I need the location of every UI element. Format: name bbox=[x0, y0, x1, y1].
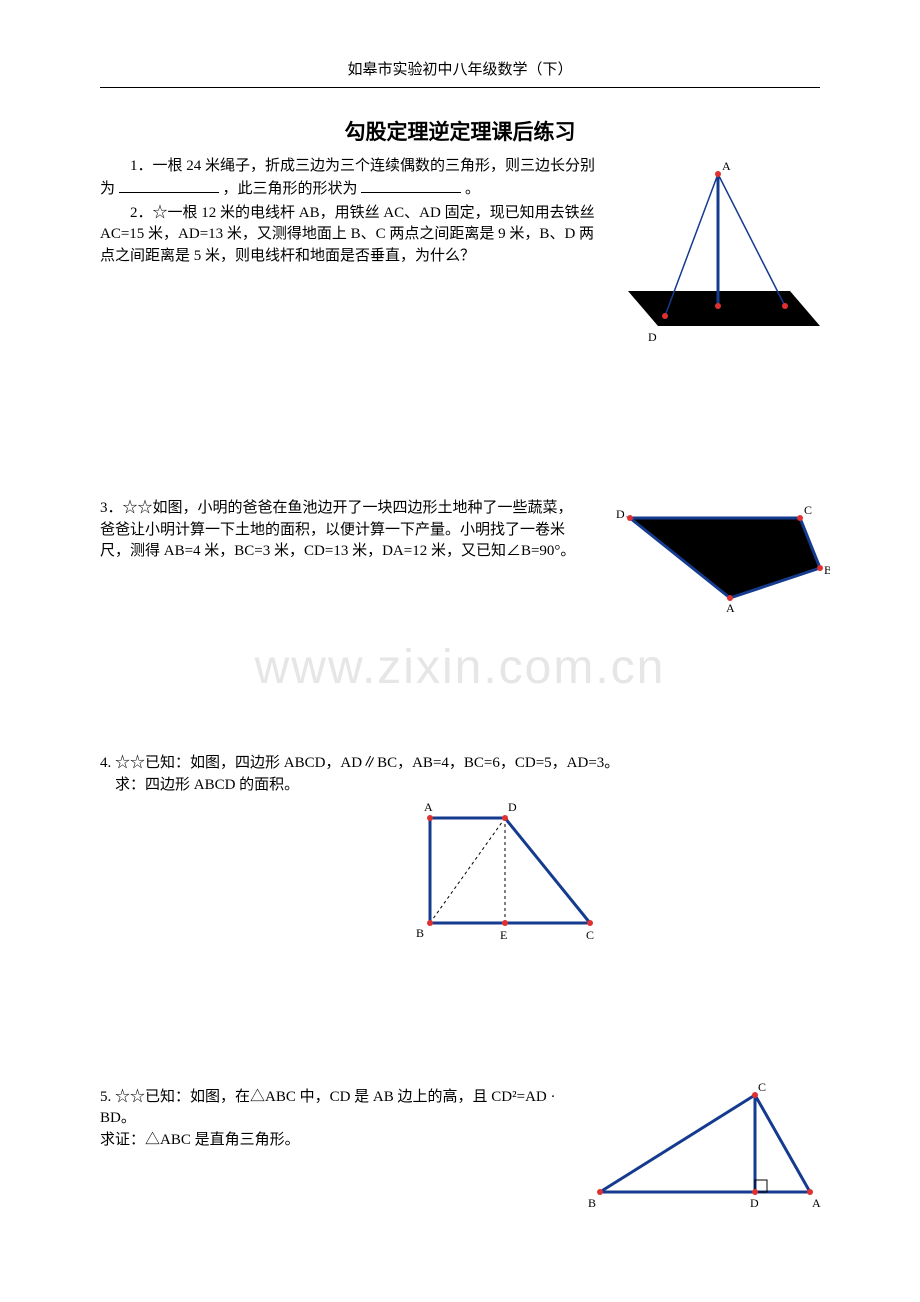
svg-text:B: B bbox=[588, 1196, 596, 1210]
problem-1: 1．一根 24 米绳子，折成三边为三个连续偶数的三角形，则三边长分别为 ，此三角… bbox=[100, 156, 600, 201]
problem-3-block: 3．☆☆如图，小明的爸爸在鱼池边开了一块四边形土地种了一些蔬菜，爸爸让小明计算一… bbox=[100, 498, 820, 663]
svg-text:A: A bbox=[722, 159, 731, 173]
problem-5-block: 5. ☆☆已知：如图，在△ABC 中，CD 是 AB 边上的高，且 CD²=AD… bbox=[100, 1087, 820, 1272]
problem-1-2-block: 1．一根 24 米绳子，折成三边为三个连续偶数的三角形，则三边长分别为 ，此三角… bbox=[100, 156, 820, 458]
svg-text:A: A bbox=[726, 601, 735, 615]
problem-3: 3．☆☆如图，小明的爸爸在鱼池边开了一块四边形土地种了一些蔬菜，爸爸让小明计算一… bbox=[100, 498, 580, 563]
page-header: 如皋市实验初中八年级数学（下） bbox=[0, 0, 920, 79]
figure-5: C B D A bbox=[580, 1077, 830, 1217]
figure-4: A D B E C bbox=[400, 793, 620, 953]
svg-text:B: B bbox=[824, 563, 830, 577]
problem-2: 2．☆一根 12 米的电线杆 AB，用铁丝 AC、AD 固定，现已知用去铁丝 A… bbox=[100, 203, 600, 268]
svg-text:B: B bbox=[416, 926, 424, 940]
svg-text:D: D bbox=[750, 1196, 759, 1210]
header-rule bbox=[100, 87, 820, 88]
p1-blank-2 bbox=[361, 178, 461, 193]
figure-1: A D bbox=[610, 156, 830, 346]
svg-text:D: D bbox=[648, 330, 657, 344]
svg-text:A: A bbox=[424, 800, 433, 814]
p1-text-c: 。 bbox=[465, 181, 480, 197]
problem-4-line-1: 4. ☆☆已知：如图，四边形 ABCD，AD∥BC，AB=4，BC=6，CD=5… bbox=[100, 753, 820, 775]
svg-text:A: A bbox=[812, 1196, 821, 1210]
svg-text:C: C bbox=[586, 928, 594, 942]
p1-blank-1 bbox=[119, 178, 219, 193]
svg-text:D: D bbox=[616, 507, 625, 521]
problem-5-line-1: 5. ☆☆已知：如图，在△ABC 中，CD 是 AB 边上的高，且 CD²=AD… bbox=[100, 1087, 570, 1131]
figure-3: D C B A bbox=[610, 498, 830, 618]
page-title: 勾股定理逆定理课后练习 bbox=[0, 116, 920, 146]
p1-text-b: ，此三角形的形状为 bbox=[223, 181, 358, 197]
svg-text:C: C bbox=[758, 1080, 766, 1094]
svg-text:C: C bbox=[804, 503, 812, 517]
svg-text:D: D bbox=[508, 800, 517, 814]
svg-text:E: E bbox=[500, 928, 507, 942]
problem-4-block: 4. ☆☆已知：如图，四边形 ABCD，AD∥BC，AB=4，BC=6，CD=5… bbox=[100, 753, 820, 977]
